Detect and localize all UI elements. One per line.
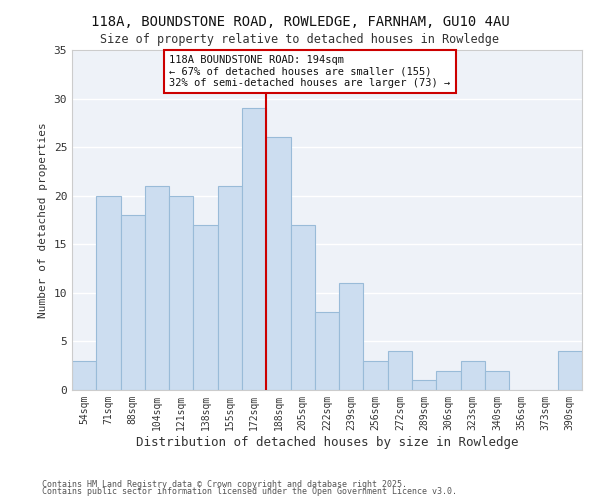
Bar <box>339 283 364 390</box>
Bar <box>315 312 339 390</box>
Bar <box>145 186 169 390</box>
Bar <box>72 361 96 390</box>
Bar <box>193 225 218 390</box>
Bar <box>242 108 266 390</box>
Bar <box>388 351 412 390</box>
Bar <box>121 215 145 390</box>
Bar <box>266 138 290 390</box>
Bar <box>558 351 582 390</box>
Text: Contains HM Land Registry data © Crown copyright and database right 2025.: Contains HM Land Registry data © Crown c… <box>42 480 407 489</box>
Text: 118A BOUNDSTONE ROAD: 194sqm
← 67% of detached houses are smaller (155)
32% of s: 118A BOUNDSTONE ROAD: 194sqm ← 67% of de… <box>169 55 451 88</box>
Y-axis label: Number of detached properties: Number of detached properties <box>38 122 48 318</box>
Bar <box>436 370 461 390</box>
Bar <box>412 380 436 390</box>
Bar <box>290 225 315 390</box>
Text: Size of property relative to detached houses in Rowledge: Size of property relative to detached ho… <box>101 32 499 46</box>
Text: Contains public sector information licensed under the Open Government Licence v3: Contains public sector information licen… <box>42 487 457 496</box>
X-axis label: Distribution of detached houses by size in Rowledge: Distribution of detached houses by size … <box>136 436 518 448</box>
Bar <box>218 186 242 390</box>
Bar <box>169 196 193 390</box>
Text: 118A, BOUNDSTONE ROAD, ROWLEDGE, FARNHAM, GU10 4AU: 118A, BOUNDSTONE ROAD, ROWLEDGE, FARNHAM… <box>91 15 509 29</box>
Bar <box>364 361 388 390</box>
Bar <box>485 370 509 390</box>
Bar <box>96 196 121 390</box>
Bar <box>461 361 485 390</box>
